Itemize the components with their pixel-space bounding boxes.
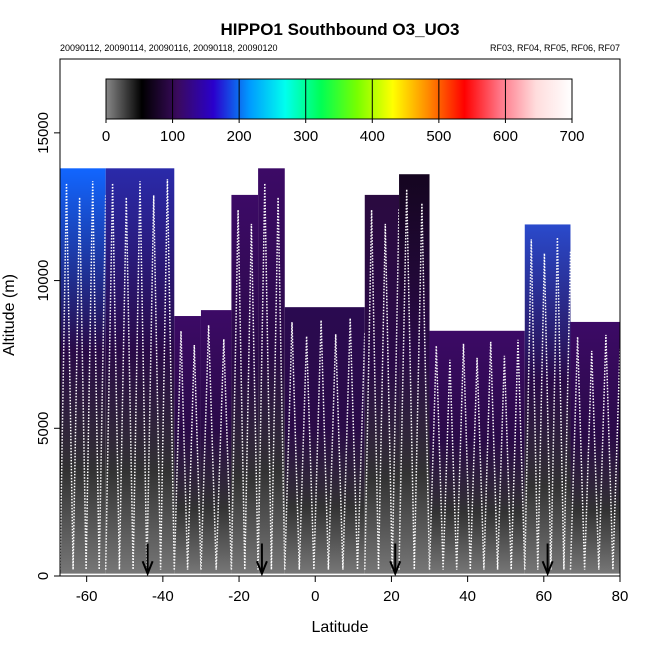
profile-block bbox=[105, 168, 175, 574]
latitude-arrow-head bbox=[541, 560, 554, 577]
profile-block bbox=[399, 174, 430, 574]
colorbar-tick-label: 400 bbox=[360, 128, 385, 145]
y-tick-label: 10000 bbox=[35, 260, 52, 302]
colorbar-tick-label: 300 bbox=[293, 128, 318, 145]
colorbar-tick-label: 100 bbox=[160, 128, 185, 145]
x-tick-label: -60 bbox=[76, 588, 98, 605]
plot-area bbox=[59, 168, 621, 577]
profile-block bbox=[429, 330, 525, 574]
flight-track bbox=[173, 330, 202, 570]
colorbar-tick-label: 600 bbox=[493, 128, 518, 145]
flight-track bbox=[524, 237, 572, 570]
profile-block bbox=[258, 168, 285, 574]
colorbar-tick-label: 500 bbox=[426, 128, 451, 145]
latitude-arrow-head bbox=[141, 560, 154, 577]
x-axis-label: Latitude bbox=[312, 619, 369, 636]
x-tick-label: 80 bbox=[612, 588, 629, 605]
profile-block bbox=[364, 194, 400, 574]
profile-block bbox=[200, 310, 232, 574]
flight-track bbox=[59, 181, 107, 570]
x-tick-label: -40 bbox=[152, 588, 174, 605]
flight-track bbox=[104, 179, 176, 570]
x-tick-label: -20 bbox=[228, 588, 250, 605]
colorbar: 0 100 200 300 400 500 600 700 bbox=[102, 78, 585, 145]
x-tick-label: 60 bbox=[535, 588, 552, 605]
flight-track bbox=[428, 339, 526, 570]
profile-block bbox=[231, 194, 259, 574]
x-tick-label: 20 bbox=[383, 588, 400, 605]
flight-track bbox=[200, 325, 233, 570]
plot-frame bbox=[59, 58, 621, 577]
chart-subtitle-right: RF03, RF04, RF05, RF06, RF07 bbox=[490, 43, 620, 53]
profile-block bbox=[284, 307, 365, 574]
y-tick-label: 5000 bbox=[35, 412, 52, 445]
flight-track bbox=[364, 207, 400, 570]
chart-subtitle-left: 20090112, 20090114, 20090116, 20090118, … bbox=[60, 43, 278, 53]
latitude-arrow-head bbox=[389, 560, 402, 577]
colorbar-tick-label: 700 bbox=[559, 128, 584, 145]
colorbar-gradient bbox=[105, 78, 573, 120]
latitude-arrow-head bbox=[255, 560, 268, 577]
x-tick-label: 0 bbox=[311, 588, 319, 605]
profile-block bbox=[174, 316, 201, 574]
colorbar-tick-label: 0 bbox=[102, 128, 110, 145]
colorbar-tick-label: 200 bbox=[227, 128, 252, 145]
y-axis-label: Altitude (m) bbox=[1, 274, 18, 356]
flight-track bbox=[257, 183, 286, 570]
chart-title: HIPPO1 Southbound O3_UO3 bbox=[221, 20, 460, 39]
x-tick-label: 40 bbox=[459, 588, 476, 605]
y-tick-label: 0 bbox=[35, 572, 52, 580]
flight-track bbox=[284, 318, 366, 570]
y-tick-label: 15000 bbox=[35, 112, 52, 154]
